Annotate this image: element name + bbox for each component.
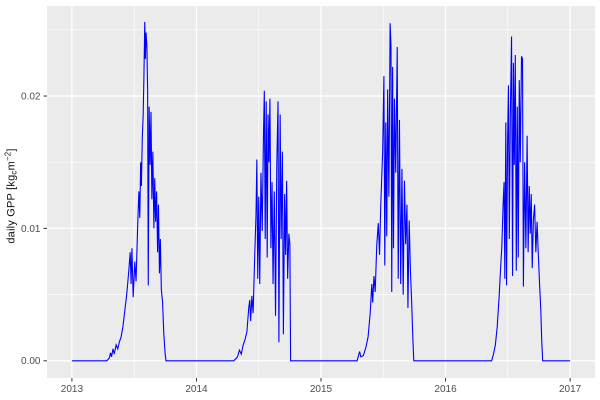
y-axis-tick-label: 0.01 — [21, 224, 41, 235]
y-axis-tick-label: 0.02 — [21, 91, 41, 102]
x-axis-tick-label: 2014 — [185, 384, 208, 395]
y-axis-title-subscript: c — [9, 170, 19, 175]
y-axis-title-unit: m — [5, 161, 18, 171]
y-axis-title: daily GPP [kgcm−2] — [4, 148, 19, 243]
y-axis-tick-label: 0.00 — [21, 356, 41, 367]
x-axis-tick-label: 2013 — [61, 384, 84, 395]
y-axis-title-close: ] — [5, 148, 18, 152]
y-axis-title-superscript: −2 — [3, 151, 13, 162]
x-axis-tick-label: 2015 — [310, 384, 333, 395]
x-axis-tick-label: 2016 — [434, 384, 457, 395]
gpp-line-series — [71, 21, 571, 362]
x-axis-tick-label: 2017 — [559, 384, 582, 395]
y-axis-title-text: daily GPP [kg — [5, 174, 18, 244]
